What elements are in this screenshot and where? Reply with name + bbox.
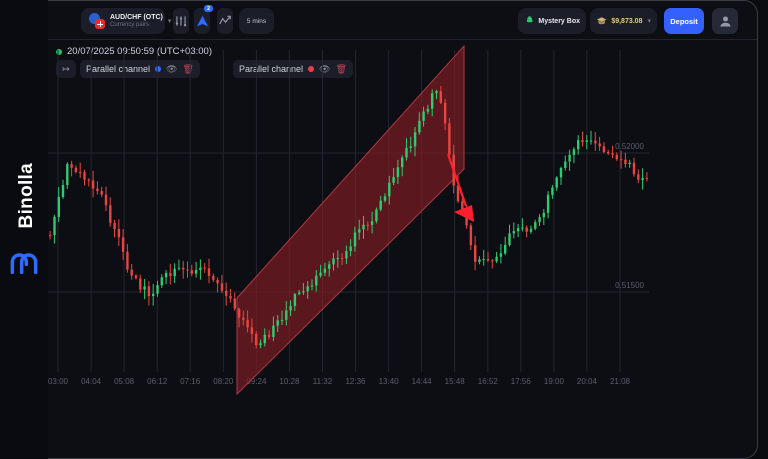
svg-text:16:52: 16:52: [478, 377, 499, 386]
svg-text:15:48: 15:48: [445, 377, 466, 386]
svg-text:03:00: 03:00: [48, 377, 69, 386]
svg-text:17:56: 17:56: [511, 377, 532, 386]
svg-text:12:36: 12:36: [345, 377, 366, 386]
svg-text:0.51500: 0.51500: [615, 281, 644, 290]
svg-text:19:00: 19:00: [544, 377, 565, 386]
svg-text:05:08: 05:08: [114, 377, 135, 386]
svg-text:13:40: 13:40: [379, 377, 400, 386]
svg-text:14:44: 14:44: [412, 377, 433, 386]
svg-text:04:04: 04:04: [81, 377, 102, 386]
svg-text:08:20: 08:20: [213, 377, 234, 386]
svg-text:0.52000: 0.52000: [615, 142, 644, 151]
svg-text:21:08: 21:08: [610, 377, 631, 386]
svg-text:06:12: 06:12: [147, 377, 168, 386]
svg-text:11:32: 11:32: [313, 377, 333, 386]
svg-text:20:04: 20:04: [577, 377, 598, 386]
svg-text:10:28: 10:28: [279, 377, 300, 386]
svg-text:07:16: 07:16: [180, 377, 201, 386]
